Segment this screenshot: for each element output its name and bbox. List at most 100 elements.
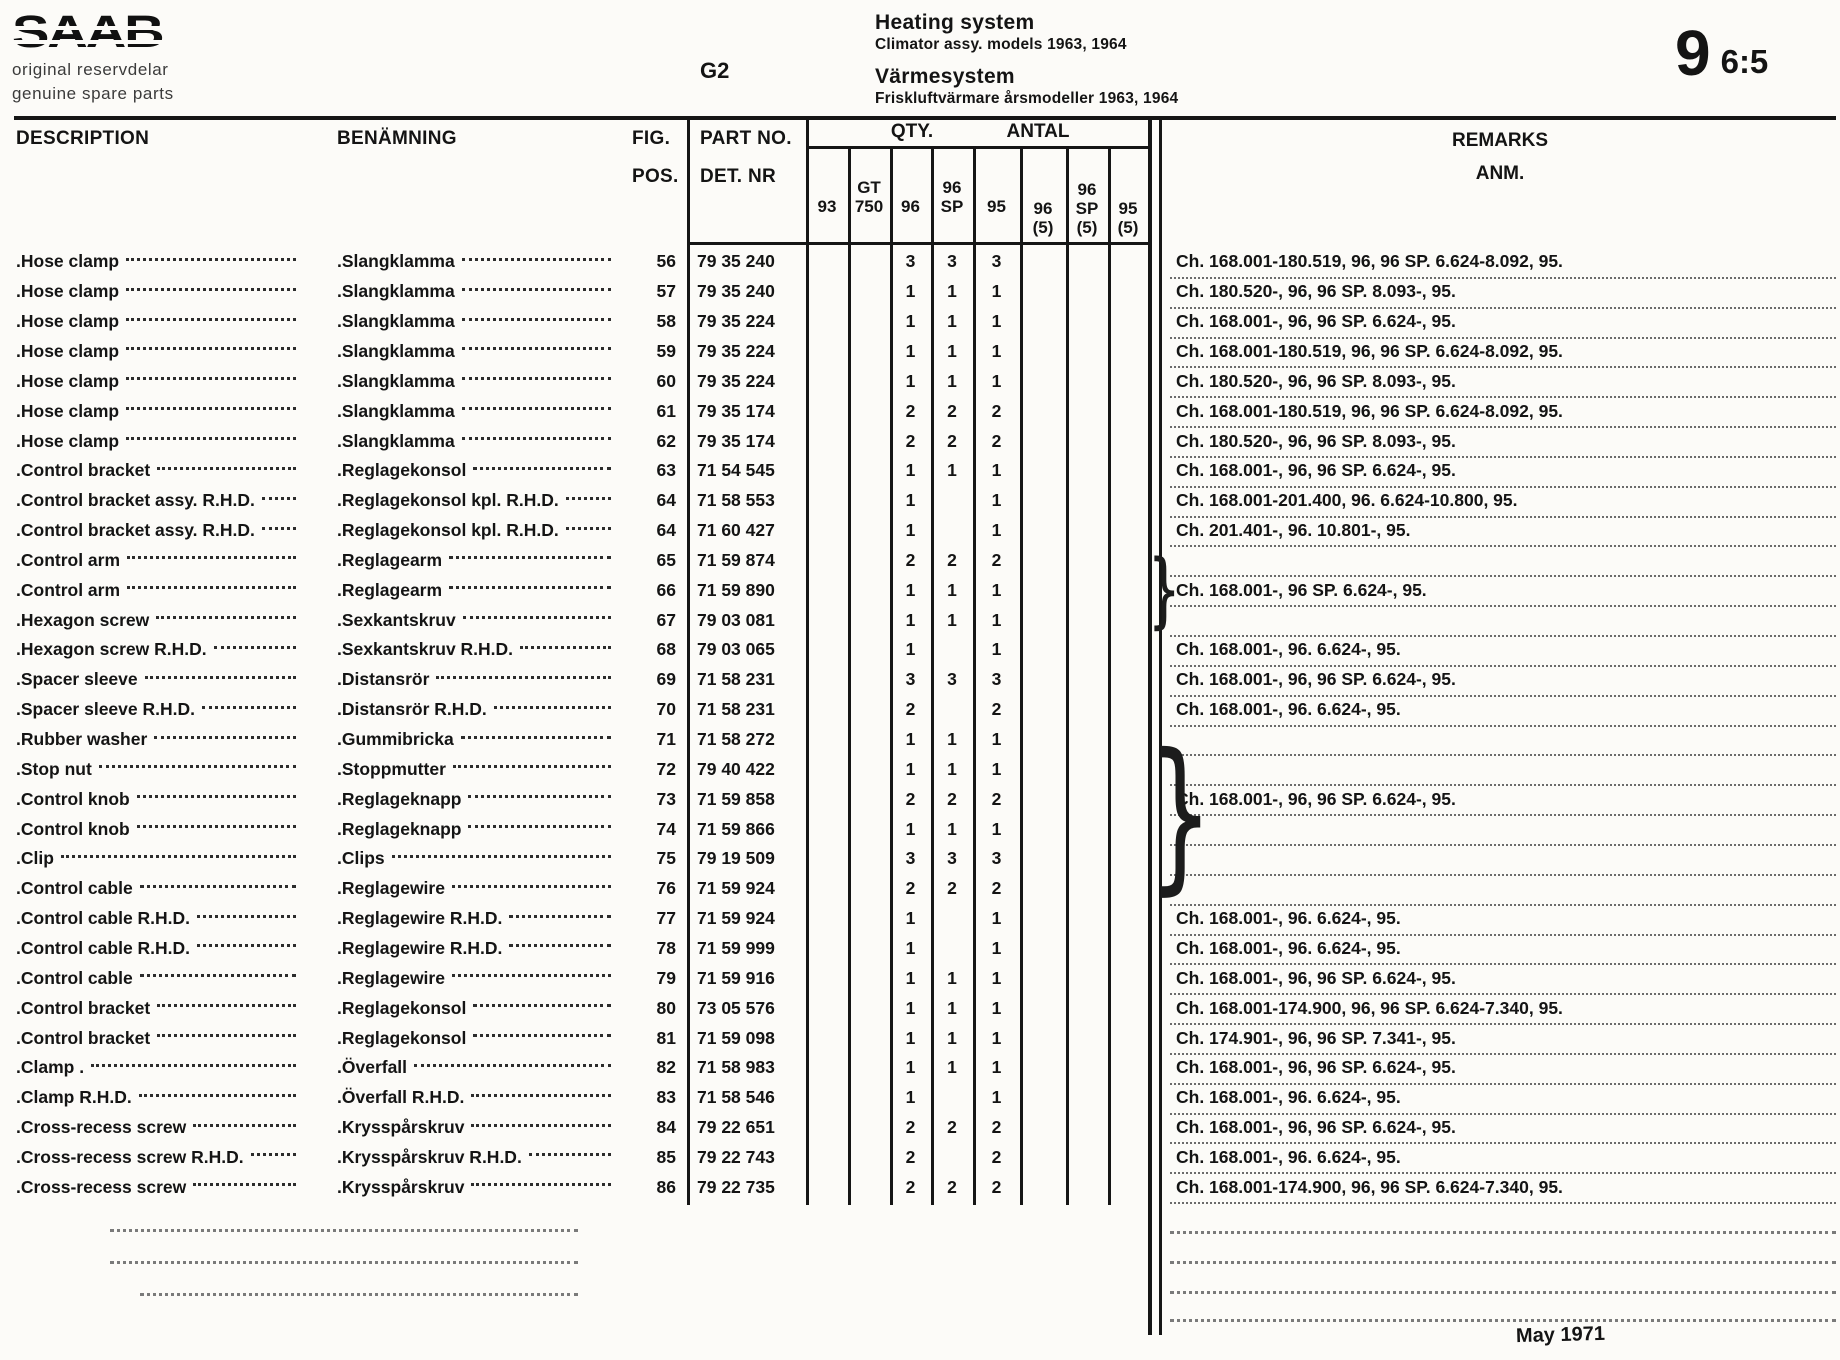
qty-cell-text: 1 (991, 997, 1002, 1018)
fig-pos-cell: 79 (628, 963, 676, 993)
qty-subcolumn-label: 95 (1118, 199, 1138, 218)
remark-cell-text: Ch. 168.001-201.400, 96. 6.624-10.800, 9… (1176, 490, 1518, 511)
qty-cell: 2 (973, 546, 1020, 576)
qty-cell: 1 (890, 366, 931, 396)
description-cell: .Spacer sleeve (16, 665, 300, 695)
dotted-leader (451, 884, 611, 888)
table-row: .Stop nut .Stoppmutter 72 79 40 422 1 1 1 (0, 754, 1840, 787)
dotted-leader (528, 1153, 611, 1157)
qty-subcolumn-header: 96 SP (931, 148, 973, 240)
part-no-cell-text: 71 59 916 (697, 967, 775, 988)
dotted-leader (136, 795, 296, 799)
qty-cell: 1 (931, 1023, 973, 1053)
benamning-cell: .Distansrör R.H.D. (337, 695, 615, 725)
description-cell-text: .Hexagon screw (16, 609, 150, 630)
empty-dotted-line (110, 1227, 578, 1232)
qty-subcolumn-label: 96 (1077, 180, 1097, 199)
part-no-cell-text: 79 35 240 (697, 281, 775, 302)
table-row: .Control knob .Reglageknapp 73 71 59 858 2 2 2… (0, 784, 1840, 817)
part-no-cell-text: 79 35 224 (697, 311, 775, 332)
dotted-leader (139, 974, 296, 978)
part-no-cell: 71 59 866 (697, 814, 802, 844)
qty-cell: 1 (890, 307, 931, 337)
qty-cell-text: 2 (905, 788, 916, 809)
qty-cell-text: 2 (991, 430, 1002, 451)
qty-cell: 1 (931, 366, 973, 396)
benamning-cell-text: .Överfall R.H.D. (337, 1087, 465, 1108)
qty-cell-text: 1 (905, 311, 916, 332)
benamning-cell-text: .Stoppmutter (337, 758, 446, 779)
page-group-number: 9 (1675, 17, 1711, 89)
fig-pos-cell: 61 (628, 396, 676, 426)
dotted-leader (197, 914, 296, 918)
dotted-leader (461, 407, 611, 411)
qty-cell: 2 (931, 396, 973, 426)
qty-cell: 1 (973, 1083, 1020, 1113)
benamning-cell-text: .Reglagekonsol kpl. R.H.D. (337, 490, 559, 511)
description-cell-text: .Hose clamp (16, 311, 120, 332)
description-cell: .Hexagon screw R.H.D. (16, 635, 300, 665)
qty-cell-text: 2 (905, 549, 916, 570)
part-no-cell-text: 79 22 735 (697, 1176, 775, 1197)
fig-pos-cell-text: 66 (656, 579, 676, 600)
dotted-leader (509, 914, 611, 918)
qty-cell: 1 (973, 307, 1020, 337)
remark-cell: Ch. 168.001-, 96, 96 SP. 6.624-, 95. (1170, 456, 1836, 488)
qty-cell: 3 (931, 247, 973, 277)
qty-subcolumn-label: GT (857, 178, 881, 197)
benamning-cell: .Reglagearm (337, 575, 615, 605)
dotted-leader (471, 1183, 611, 1187)
qty-cell-text: 2 (905, 1176, 916, 1197)
dotted-leader (126, 257, 296, 261)
part-no-cell: 71 59 999 (697, 934, 802, 964)
benamning-cell-text: .Reglageknapp (337, 818, 462, 839)
qty-cell-text: 1 (991, 1057, 1002, 1078)
qty-cell: 3 (931, 844, 973, 874)
page-title-en: Heating system (875, 11, 1035, 34)
dotted-leader (193, 1123, 296, 1127)
benamning-cell-text: .Slangklamma (337, 281, 455, 302)
dotted-leader (136, 825, 296, 829)
qty-cell: 1 (931, 814, 973, 844)
qty-cell-text: 1 (947, 1057, 957, 1078)
remark-cell (1170, 754, 1836, 787)
qty-cell-text: 2 (905, 878, 916, 899)
qty-cell: 1 (973, 963, 1020, 993)
description-cell: .Clip (16, 844, 300, 874)
remark-cell: Ch. 168.001-180.519, 96, 96 SP. 6.624-8.… (1170, 247, 1836, 279)
remark-cell: Ch. 168.001-180.519, 96, 96 SP. 6.624-8.… (1170, 337, 1836, 369)
benamning-cell: .Reglagekonsol (337, 1023, 615, 1053)
qty-cell: 2 (931, 1113, 973, 1143)
table-row: .Control cable R.H.D. .Reglagewire R.H.D.… (0, 934, 1840, 966)
fig-pos-cell: 71 (628, 725, 676, 755)
qty-cell: 1 (973, 993, 1020, 1023)
benamning-cell: .Krysspårskruv (337, 1113, 615, 1143)
remark-cell: Ch. 168.001-, 96. 6.624-, 95. (1170, 904, 1836, 936)
table-row: .Control knob .Reglageknapp 74 71 59 866 1 1 1 (0, 814, 1840, 846)
fig-pos-cell: 69 (628, 665, 676, 695)
description-cell: .Control knob (16, 814, 300, 844)
benamning-cell: .Slangklamma (337, 366, 615, 396)
fig-pos-cell-text: 65 (656, 549, 676, 570)
qty-cell: 1 (890, 635, 931, 665)
benamning-cell: .Reglageknapp (337, 784, 615, 814)
dotted-leader (157, 466, 296, 470)
fig-pos-cell-text: 71 (656, 729, 676, 750)
benamning-cell: .Reglagekonsol (337, 456, 615, 486)
qty-cell-text: 1 (991, 729, 1002, 750)
part-no-cell-text: 71 58 231 (697, 699, 775, 720)
qty-subcolumn-header: 96 SP (5) (1066, 148, 1108, 240)
empty-dotted-line (110, 1259, 578, 1264)
fig-pos-cell-text: 72 (656, 758, 676, 779)
table-row: .Clamp R.H.D. .Överfall R.H.D. 83 71 58 546… (0, 1083, 1840, 1115)
column-header-benamning: BENÄMNING (337, 128, 457, 149)
part-no-cell: 79 03 065 (697, 635, 802, 665)
part-no-cell-text: 79 22 651 (697, 1117, 775, 1138)
fig-pos-cell: 64 (628, 486, 676, 516)
part-no-cell-text: 79 03 065 (697, 639, 775, 660)
description-cell-text: .Spacer sleeve R.H.D. (16, 699, 195, 720)
qty-subcolumn-label: (5) (1076, 218, 1098, 237)
remark-cell (1170, 605, 1836, 638)
qty-cell-text: 1 (991, 609, 1002, 630)
dotted-leader (414, 1063, 611, 1067)
